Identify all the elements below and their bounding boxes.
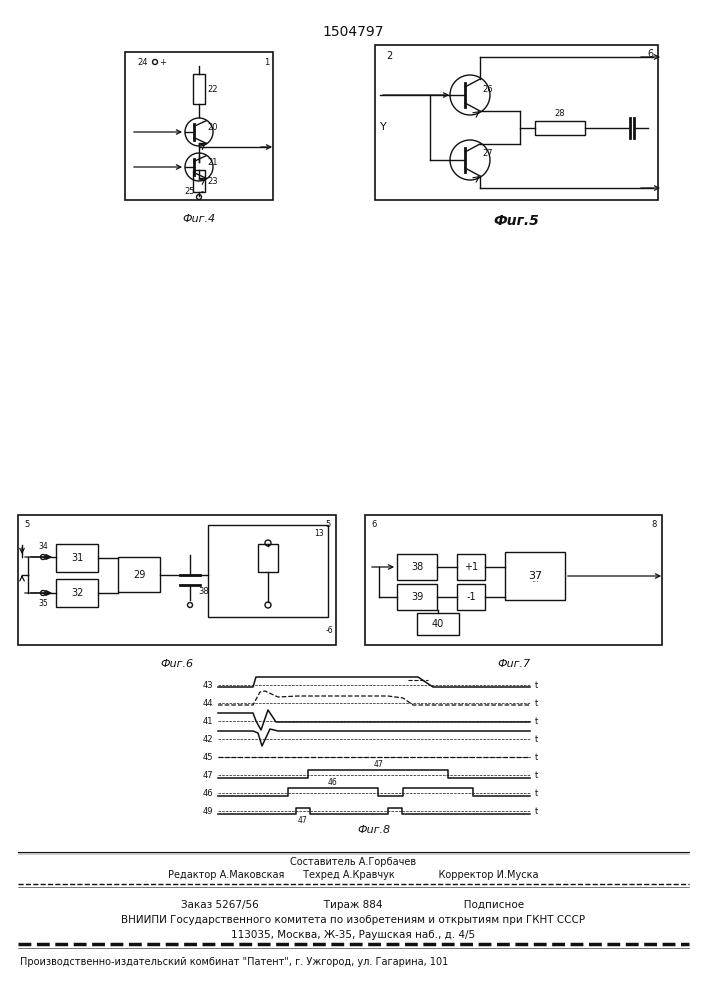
Text: 45: 45 (202, 752, 213, 762)
Text: -1: -1 (466, 592, 476, 602)
Text: 13: 13 (315, 529, 324, 538)
Text: 27: 27 (482, 149, 493, 158)
Text: 2: 2 (386, 51, 392, 61)
Text: 35: 35 (38, 599, 48, 608)
Bar (56, 544, 98, 572)
Text: -: - (201, 188, 204, 196)
Text: 5: 5 (326, 520, 331, 529)
Text: Заказ 5267/56                    Тираж 884                         Подписное: Заказ 5267/56 Тираж 884 Подписное (182, 900, 525, 910)
Text: -6: -6 (325, 626, 333, 635)
Text: 22: 22 (207, 85, 218, 94)
Text: Производственно-издательский комбинат "Патент", г. Ужгород, ул. Гагарина, 101: Производственно-издательский комбинат "П… (20, 957, 448, 967)
Text: 47: 47 (373, 760, 383, 769)
Text: Фuг.4: Фuг.4 (182, 214, 216, 224)
Text: 34: 34 (38, 542, 48, 551)
Bar (18, 515, 336, 645)
Bar (397, 584, 437, 610)
Text: 1504797: 1504797 (322, 25, 384, 39)
Text: 8: 8 (652, 520, 657, 529)
Bar (56, 579, 98, 607)
Text: 24: 24 (138, 58, 148, 67)
Text: Фuг.5: Фuг.5 (493, 214, 539, 228)
Text: 44: 44 (202, 698, 213, 708)
Text: t: t (535, 734, 538, 744)
Text: 47: 47 (202, 770, 213, 780)
Text: Y: Y (380, 122, 386, 132)
Bar (397, 554, 437, 580)
Text: 23: 23 (207, 176, 218, 186)
Text: 6: 6 (648, 49, 654, 59)
Text: 43: 43 (202, 680, 213, 690)
Text: Составитель А.Горбачев: Составитель А.Горбачев (290, 857, 416, 867)
Text: 29: 29 (133, 570, 145, 580)
Bar (118, 557, 160, 592)
Text: 38: 38 (411, 562, 423, 572)
Text: ...: ... (531, 576, 539, 584)
Text: 5: 5 (24, 520, 29, 529)
Text: 21: 21 (207, 158, 218, 167)
Text: t: t (535, 806, 538, 816)
Text: t: t (535, 716, 538, 726)
Bar (193, 170, 205, 192)
Bar (208, 525, 328, 617)
Text: Редактор А.Маковская      Техред А.Кравчук              Корректор И.Муска: Редактор А.Маковская Техред А.Кравчук Ко… (168, 870, 538, 880)
Text: 37: 37 (528, 571, 542, 581)
Text: 20: 20 (207, 123, 218, 132)
Text: 46: 46 (328, 778, 338, 787)
Bar (505, 552, 565, 600)
Bar (375, 45, 658, 200)
Text: 113035, Москва, Ж-35, Раушская наб., д. 4/5: 113035, Москва, Ж-35, Раушская наб., д. … (231, 930, 475, 940)
Text: 25: 25 (185, 188, 195, 196)
Text: t: t (535, 698, 538, 708)
Text: ВНИИПИ Государственного комитета по изобретениям и открытиям при ГКНТ СССР: ВНИИПИ Государственного комитета по изоб… (121, 915, 585, 925)
Text: t: t (535, 680, 538, 690)
Bar (365, 515, 662, 645)
Text: 1: 1 (264, 58, 269, 67)
Text: +1: +1 (464, 562, 478, 572)
Bar (258, 544, 278, 572)
Text: 31: 31 (71, 553, 83, 563)
Text: 6: 6 (371, 520, 376, 529)
Text: 42: 42 (202, 734, 213, 744)
Text: t: t (535, 788, 538, 798)
Text: Фuг.8: Фuг.8 (358, 825, 390, 835)
Text: 41: 41 (202, 716, 213, 726)
Text: 49: 49 (202, 806, 213, 816)
Text: 28: 28 (555, 108, 566, 117)
Bar (125, 52, 273, 200)
Text: +: + (159, 58, 166, 67)
Text: 32: 32 (71, 588, 83, 598)
Bar (193, 74, 205, 104)
Text: 39: 39 (411, 592, 423, 602)
Text: 38: 38 (198, 587, 209, 596)
Text: 47: 47 (298, 816, 308, 825)
Text: 26: 26 (482, 85, 493, 94)
Text: t: t (535, 752, 538, 762)
Text: t: t (535, 770, 538, 780)
Text: Фuг.6: Фuг.6 (160, 659, 194, 669)
Text: 40: 40 (432, 619, 444, 629)
Bar (417, 613, 459, 635)
Bar (535, 120, 585, 134)
Bar (457, 554, 485, 580)
Text: Фuг.7: Фuг.7 (497, 659, 530, 669)
Bar (457, 584, 485, 610)
Text: 46: 46 (202, 788, 213, 798)
